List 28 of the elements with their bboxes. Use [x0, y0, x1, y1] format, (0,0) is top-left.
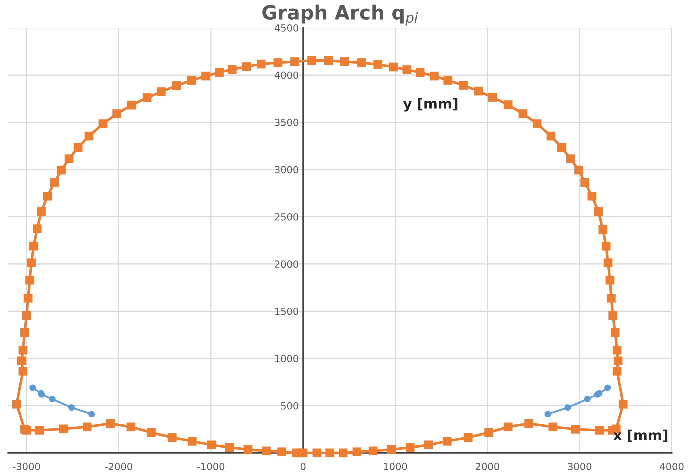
point	[30, 384, 36, 392]
x-tick-label: 2000	[476, 463, 500, 470]
y-tick-label: 3000	[275, 166, 299, 174]
x-tick-label: 3000	[568, 463, 592, 470]
x-tick-label: -2000	[105, 463, 132, 470]
x-tick-label: -3000	[13, 463, 40, 470]
y-tick-label: 2500	[275, 213, 299, 221]
x-tick-label: 4000	[660, 463, 684, 470]
point	[88, 411, 96, 418]
y-axis-title: y [mm]	[403, 98, 458, 112]
x-tick-label: 1000	[384, 463, 408, 470]
y-tick-label: 4500	[274, 24, 299, 32]
x-tick-label: 0	[300, 463, 306, 470]
y-tick-label: 3500	[275, 118, 299, 126]
y-tick-label: 1000	[275, 355, 299, 363]
point	[604, 384, 612, 392]
x-tick-label: -1000	[197, 463, 225, 470]
point	[564, 404, 572, 412]
chart-title: Graph Arch q$_{pi}$	[262, 4, 418, 26]
y-tick-label: 4000	[274, 72, 299, 80]
point	[49, 396, 56, 403]
y-tick-label: 2000	[275, 260, 299, 268]
point	[68, 404, 76, 412]
y-tick-label: 500	[281, 402, 299, 410]
point	[544, 411, 552, 418]
x-axis-title: x [mm]	[614, 430, 668, 442]
point	[584, 396, 591, 403]
y-tick-label: 1500	[275, 308, 299, 316]
